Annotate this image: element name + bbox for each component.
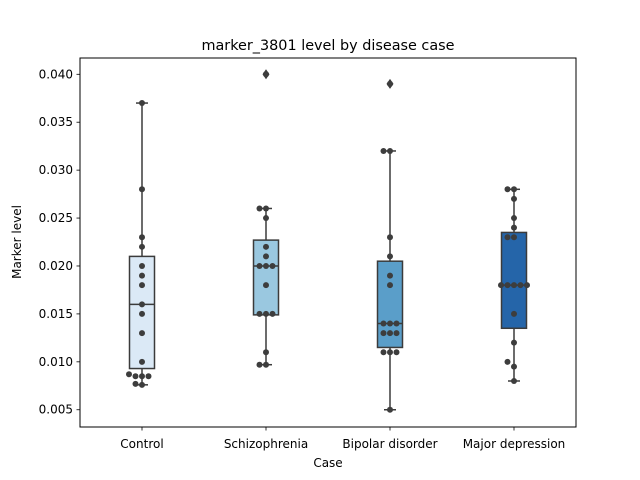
data-point [132, 380, 139, 387]
x-tick-label: Bipolar disorder [342, 437, 437, 451]
data-point [387, 349, 393, 356]
data-point [511, 282, 517, 289]
y-axis: 0.005 0.010 0.015 0.020 0.025 0.030 0.035 0.040 [39, 67, 80, 417]
data-point [380, 330, 387, 337]
data-point [139, 282, 145, 289]
y-tick-label: 0.035 [39, 115, 73, 129]
data-point [139, 234, 145, 241]
data-point [511, 186, 517, 193]
data-point [139, 301, 145, 308]
chart-title: marker_3801 level by disease case [201, 38, 454, 54]
data-point [387, 253, 393, 260]
swarm-points [256, 71, 276, 368]
swarm-points [498, 186, 530, 384]
data-point [139, 100, 145, 107]
data-point [511, 363, 517, 370]
y-tick-label: 0.040 [39, 67, 73, 81]
data-point [263, 71, 269, 78]
data-point [139, 358, 145, 365]
data-point [139, 373, 145, 380]
data-point [263, 243, 269, 250]
data-point [511, 234, 517, 241]
data-point [263, 205, 269, 212]
data-point [504, 234, 511, 241]
y-tick-label: 0.005 [39, 403, 73, 417]
data-point [263, 349, 269, 356]
plot-frame [79, 57, 577, 428]
data-point [387, 272, 393, 279]
data-point [498, 282, 504, 289]
data-point [263, 282, 269, 289]
y-tick-label: 0.025 [39, 211, 73, 225]
data-point [393, 330, 400, 337]
x-tick-label: Schizophrenia [224, 437, 308, 451]
data-point [504, 358, 511, 365]
data-point [387, 330, 393, 337]
data-point [256, 205, 263, 212]
data-point [380, 147, 387, 154]
data-point [256, 361, 263, 368]
data-point [387, 320, 393, 327]
data-point [393, 320, 400, 327]
data-point [263, 361, 269, 368]
y-tick-label: 0.020 [39, 259, 73, 273]
data-point [139, 262, 145, 269]
data-point [387, 406, 393, 413]
swarm-points [380, 80, 400, 413]
x-tick-label: Major depression [463, 437, 566, 451]
data-point [511, 310, 517, 317]
data-point [269, 262, 276, 269]
data-point [263, 215, 269, 222]
data-point [380, 320, 387, 327]
data-point [126, 371, 132, 378]
data-point [511, 215, 517, 222]
box [252, 239, 280, 316]
x-axis-label: Case [313, 456, 342, 470]
data-point [517, 282, 524, 289]
y-tick-label: 0.030 [39, 163, 73, 177]
y-axis-label: Marker level [10, 205, 24, 279]
data-point [511, 339, 517, 346]
data-point [263, 253, 269, 260]
data-point [256, 310, 263, 317]
data-point [524, 282, 530, 289]
y-tick-label: 0.015 [39, 307, 73, 321]
data-point [145, 373, 152, 380]
data-point [132, 373, 139, 380]
plot-area [126, 69, 530, 413]
data-point [511, 195, 517, 202]
data-point [139, 186, 145, 193]
swarm-points [126, 100, 152, 388]
data-point [263, 310, 269, 317]
data-point [380, 349, 387, 356]
data-point [387, 80, 393, 87]
data-point [263, 262, 269, 269]
x-tick-label: Control [120, 437, 163, 451]
data-point [256, 262, 263, 269]
data-point [269, 310, 276, 317]
data-point [393, 349, 400, 356]
y-tick-label: 0.010 [39, 355, 73, 369]
x-axis: Control Schizophrenia Bipolar disorder Majo… [120, 427, 565, 451]
data-point [511, 377, 517, 384]
data-point [139, 310, 145, 317]
data-point [387, 147, 393, 154]
box-group [376, 78, 404, 411]
data-point [139, 330, 145, 337]
data-point [387, 282, 393, 289]
data-point [139, 381, 145, 388]
data-point [504, 186, 511, 193]
data-point [504, 282, 511, 289]
data-point [511, 224, 517, 231]
data-point [139, 243, 145, 250]
data-point [139, 272, 145, 279]
data-point [387, 234, 393, 241]
